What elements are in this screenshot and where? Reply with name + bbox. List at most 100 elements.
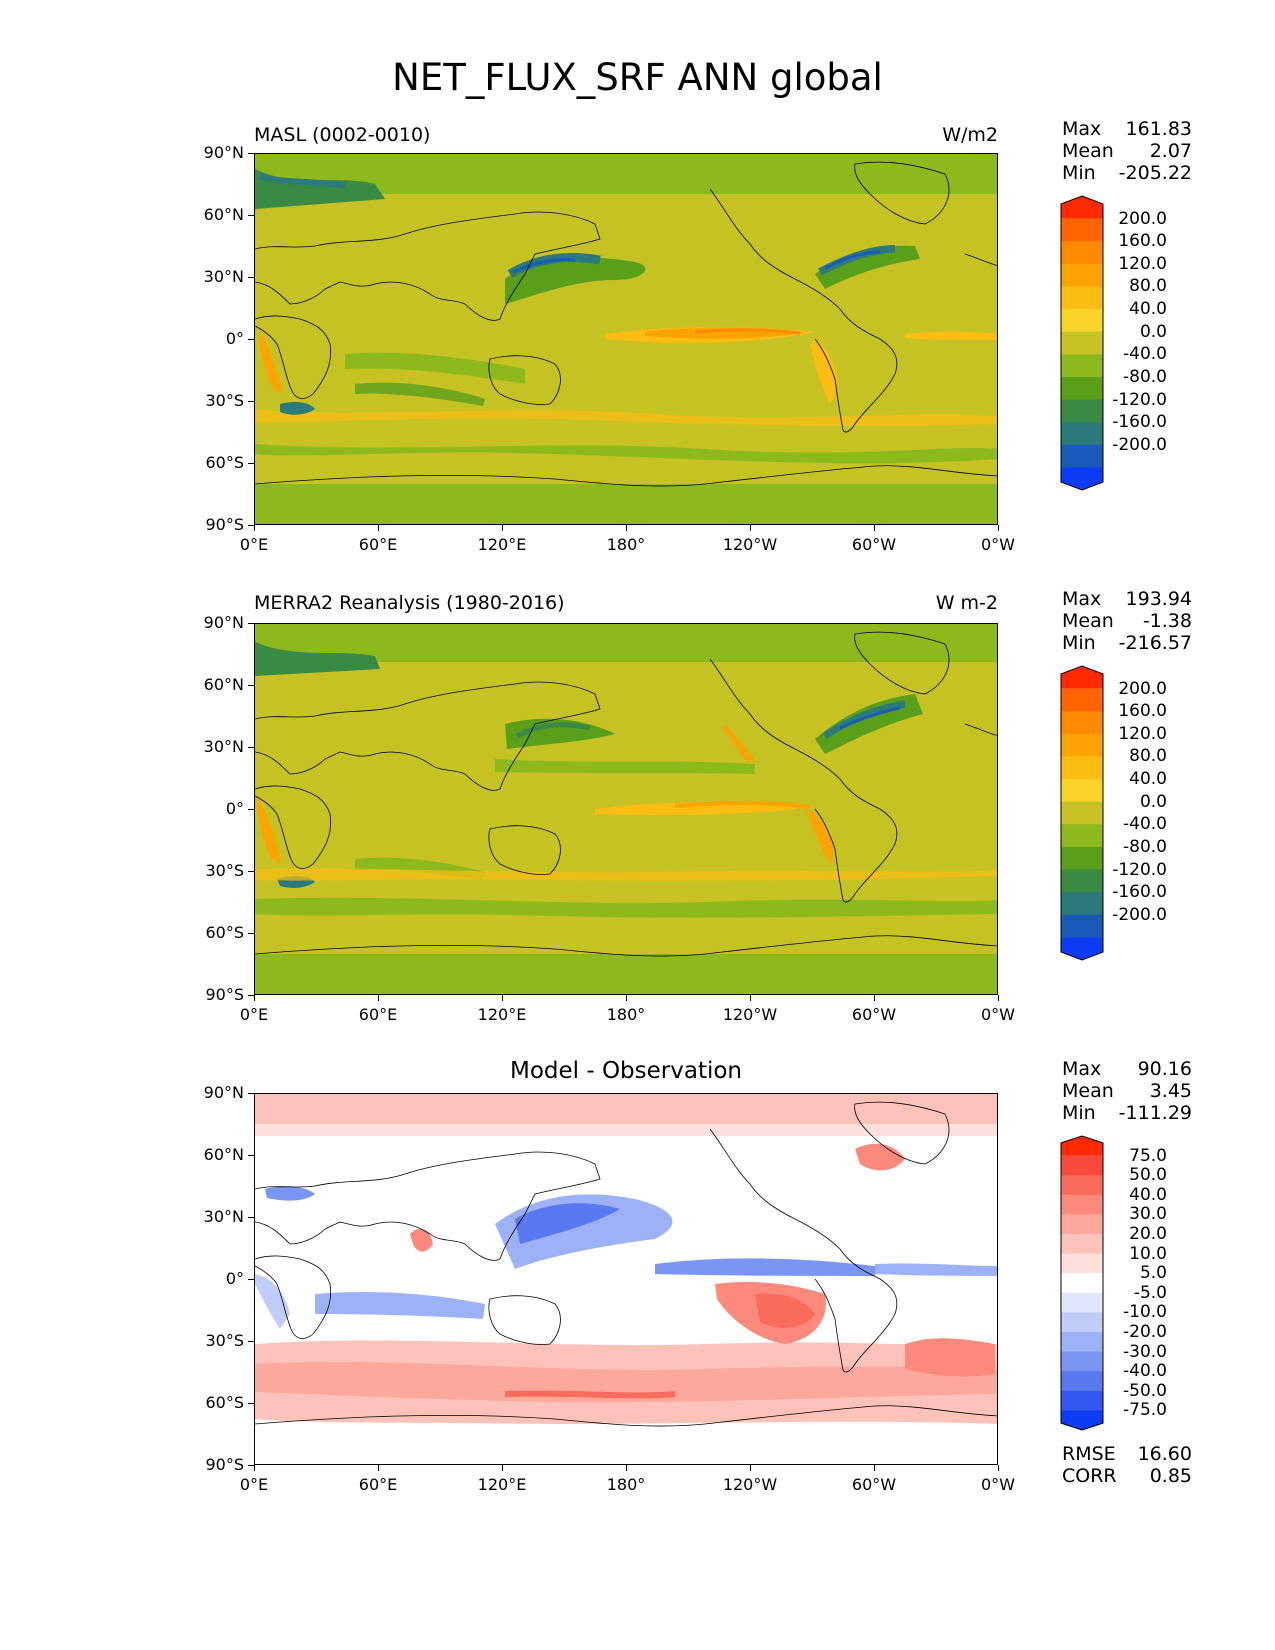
rmse-label: RMSE	[1062, 1443, 1116, 1465]
colorbar-level-label: 30.0	[1129, 1204, 1167, 1225]
y-tick-mark	[248, 215, 254, 216]
stat-min: -205.22	[1118, 162, 1192, 184]
stat-max: 90.16	[1137, 1058, 1192, 1080]
panel-left-title: MASL (0002-0010)	[254, 124, 431, 146]
panel-units: W m-2	[935, 592, 998, 614]
x-tick-label: 60°E	[358, 1475, 398, 1494]
colorbar-segment	[1061, 467, 1103, 490]
colorbar-segment	[1061, 1332, 1103, 1353]
x-tick-mark	[502, 995, 503, 1001]
y-tick-label: 30°N	[203, 737, 244, 756]
colorbar-segment	[1061, 801, 1103, 825]
colorbar-level-label: -160.0	[1112, 882, 1167, 903]
colorbar-level-label: 120.0	[1118, 253, 1167, 274]
stat-label: Mean	[1062, 610, 1114, 632]
stat-mean: 3.45	[1149, 1080, 1192, 1102]
x-tick-mark	[874, 525, 875, 531]
colorbar-segment	[1061, 937, 1103, 960]
x-tick-label: 120°W	[722, 1005, 778, 1024]
panel-center-title: Model - Observation	[509, 1058, 743, 1084]
colorbar-level-label: -40.0	[1123, 344, 1167, 365]
x-tick-label: 60°E	[358, 535, 398, 554]
x-tick-label: 180°	[606, 1475, 646, 1494]
colorbar-segment	[1061, 733, 1103, 757]
colorbar-level-label: 0.0	[1139, 321, 1167, 342]
rmse-value: 16.60	[1137, 1443, 1192, 1465]
y-tick-mark	[248, 339, 254, 340]
corr-label: CORR	[1062, 1465, 1117, 1487]
y-tick-mark	[248, 525, 254, 526]
y-tick-label: 60°S	[205, 453, 244, 472]
x-tick-label: 120°E	[477, 1005, 527, 1024]
colorbar-level-label: -20.0	[1123, 1322, 1167, 1342]
colorbar-segment	[1061, 376, 1103, 401]
y-tick-label: 30°S	[205, 861, 244, 880]
y-tick-label: 90°N	[203, 1083, 244, 1102]
y-tick-mark	[248, 1217, 254, 1218]
y-tick-label: 30°S	[205, 391, 244, 410]
y-tick-label: 90°S	[205, 515, 244, 534]
colorbar-level-label: 20.0	[1129, 1224, 1167, 1244]
x-tick-label: 0°E	[239, 535, 269, 554]
x-tick-mark	[998, 525, 999, 531]
stat-label: Max	[1062, 118, 1102, 140]
colorbar-segment	[1061, 1253, 1103, 1274]
colorbar-segment	[1061, 1234, 1103, 1255]
colorbar-segment	[1061, 1390, 1103, 1411]
stat-label: Mean	[1062, 1080, 1114, 1102]
x-tick-mark	[998, 995, 999, 1001]
colorbar-segment	[1061, 1175, 1103, 1196]
colorbar-segment	[1061, 1292, 1103, 1313]
x-tick-label: 180°	[606, 535, 646, 554]
y-tick-mark	[248, 685, 254, 686]
colorbar-level-label: -40.0	[1123, 814, 1167, 835]
y-tick-mark	[248, 747, 254, 748]
y-tick-mark	[248, 933, 254, 934]
stat-label: Min	[1062, 1102, 1096, 1124]
colorbar-segment	[1061, 241, 1103, 265]
colorbar-level-label: 40.0	[1129, 769, 1167, 790]
colorbar-segment	[1061, 666, 1103, 689]
y-tick-label: 90°N	[203, 143, 244, 162]
stat-min: -216.57	[1118, 632, 1192, 654]
y-tick-mark	[248, 871, 254, 872]
colorbar-level-label: -5.0	[1133, 1282, 1167, 1303]
y-tick-label: 60°N	[203, 205, 244, 224]
map-model	[254, 153, 998, 525]
colorbar-segment	[1061, 1194, 1103, 1215]
colorbar-level-label: -80.0	[1123, 836, 1167, 857]
y-tick-mark	[248, 401, 254, 402]
corr-value: 0.85	[1149, 1465, 1192, 1487]
figure-title: NET_FLUX_SRF ANN global	[392, 56, 883, 99]
y-tick-mark	[248, 1093, 254, 1094]
x-tick-mark	[626, 1465, 627, 1471]
colorbar-segment	[1061, 1136, 1103, 1156]
colorbar-segment	[1061, 711, 1103, 735]
x-tick-label: 120°W	[722, 535, 778, 554]
x-tick-label: 0°E	[239, 1475, 269, 1494]
colorbar-segment	[1061, 422, 1103, 446]
y-tick-mark	[248, 1403, 254, 1404]
colorbar-segment	[1061, 196, 1103, 219]
colorbar-segment	[1061, 331, 1103, 355]
stats-model: Max 161.83 Mean 2.07 Min -205.22	[1062, 118, 1192, 184]
colorbar-level-label: -10.0	[1123, 1302, 1167, 1323]
colorbar-level-label: -200.0	[1112, 434, 1167, 455]
x-tick-label: 120°E	[477, 1475, 527, 1494]
y-tick-mark	[248, 1279, 254, 1280]
y-tick-label: 60°S	[205, 923, 244, 942]
y-tick-label: 90°S	[205, 985, 244, 1004]
colorbar-outline	[1060, 665, 1104, 961]
map-obs-field	[255, 624, 997, 994]
colorbar-segment	[1061, 1273, 1103, 1294]
x-tick-mark	[998, 1465, 999, 1471]
stat-min: -111.29	[1118, 1102, 1192, 1124]
colorbar-obs	[1060, 665, 1104, 961]
colorbar-level-label: 80.0	[1129, 746, 1167, 767]
colorbar-level-label: -75.0	[1123, 1400, 1167, 1421]
map-obs	[254, 623, 998, 995]
colorbar-level-label: 200.0	[1118, 678, 1167, 699]
y-tick-mark	[248, 1465, 254, 1466]
x-tick-mark	[874, 995, 875, 1001]
colorbar-segment	[1061, 399, 1103, 423]
